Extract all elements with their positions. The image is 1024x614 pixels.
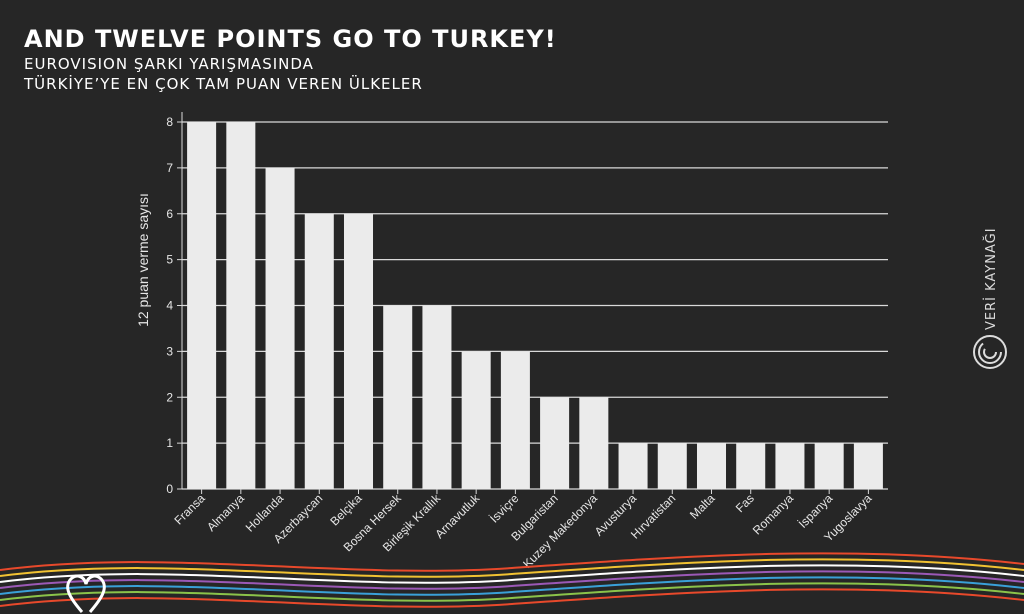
wave-line [0,552,1024,572]
y-tick-label: 6 [166,207,173,221]
x-tick-label: İsviçre [487,491,522,526]
heart-icon [66,574,106,613]
header: AND TWELVE POINTS GO TO TURKEY! EUROVISI… [24,24,557,94]
x-tick-label: Malta [687,491,718,522]
y-tick-label: 4 [166,299,173,313]
wave-line [0,576,1024,596]
chart-subtitle-line1: EUROVISION ŞARKI YARIŞMASINDA [24,55,314,73]
bars [187,122,883,489]
bar-bosna-hersek [383,305,413,489]
y-tick-labels: 0 1 2 3 4 5 6 7 8 [166,115,173,496]
wave-line [0,582,1024,602]
y-tick-label: 3 [166,344,173,358]
veri-kaynagi-logo-icon [973,335,1007,369]
bar-birleşik-krallık [422,305,452,489]
rainbow-waves-decoration [0,552,1024,613]
bar-fransa [187,122,217,489]
bar-hırvatistan [657,443,687,489]
bar-malta [696,443,727,489]
x-tick-label: İspanya [796,491,836,531]
brand-name: VERİ KAYNAĞI [984,227,999,330]
bar-belçika [343,213,374,489]
wave-line [0,570,1024,590]
x-tick-label: Belçika [327,491,364,528]
y-axis-label: 12 puan verme sayısı [135,193,151,327]
x-tick-label: Romanya [750,491,796,537]
chart-title: AND TWELVE POINTS GO TO TURKEY! [24,25,557,53]
y-tick-label: 2 [166,390,173,404]
bar-avusturya [618,443,648,489]
x-tick-label: Fransa [171,491,208,528]
y-tick-label: 1 [166,436,173,450]
bar-kuzey-makedonya [579,397,609,489]
bar-bulgaristan [540,397,570,489]
grid-lines [177,112,888,490]
bar-i̇sviçre [500,351,530,489]
bar-fas [736,443,766,489]
bar-romanya [775,443,805,489]
bar-i̇spanya [814,443,844,489]
y-tick-label: 0 [166,482,173,496]
bar-almanya [226,122,256,489]
bar-azerbaycan [304,213,334,489]
bar-hollanda [265,167,295,489]
x-tick-label: Almanya [204,491,247,534]
y-tick-label: 5 [166,253,173,267]
y-tick-label: 7 [166,161,173,175]
wave-line [0,564,1024,584]
chart-subtitle-line2: TÜRKİYE’YE EN ÇOK TAM PUAN VEREN ÜLKELER [24,75,423,93]
wave-line [0,588,1024,608]
bar-yugoslavya [853,443,883,489]
bar-arnavutluk [461,351,491,489]
x-tick-label: Fas [733,491,757,515]
y-tick-label: 8 [166,115,173,129]
wave-line [0,558,1024,578]
